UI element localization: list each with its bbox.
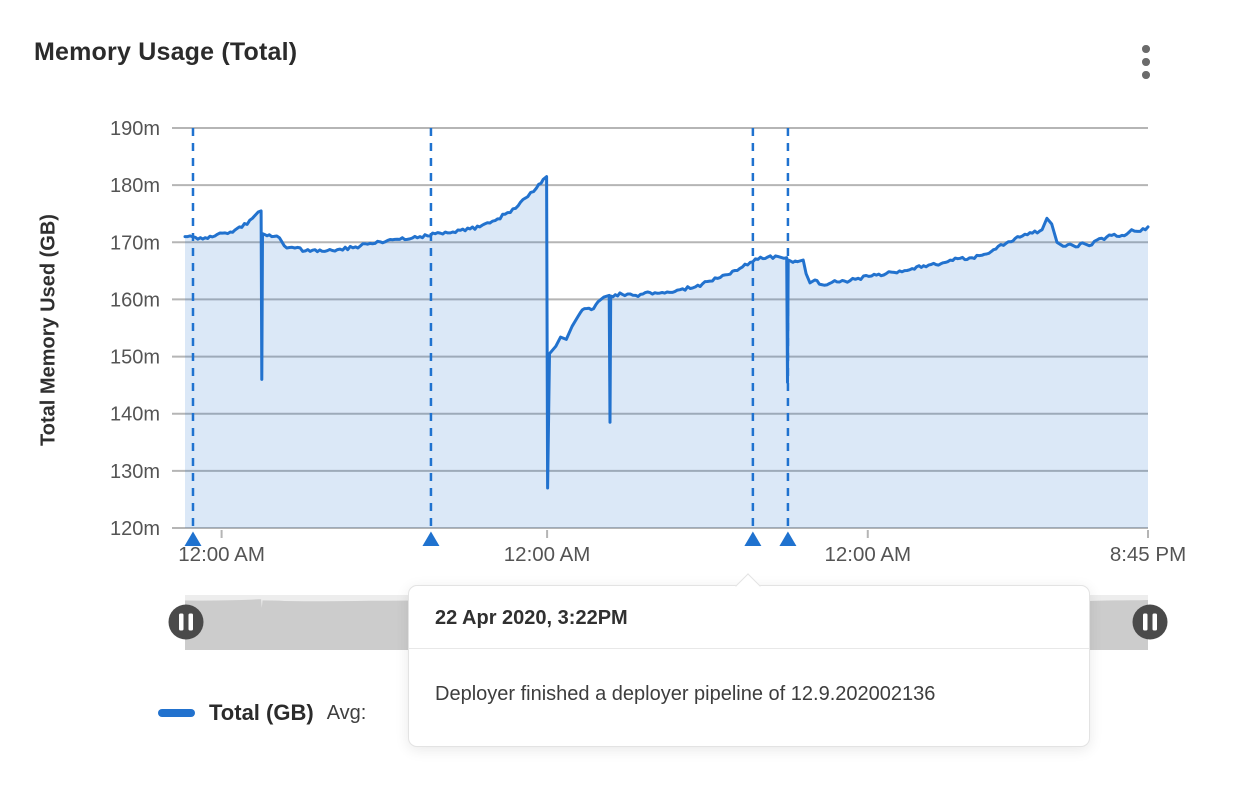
slider-left-handle-grip-icon (179, 613, 184, 631)
slider-right-handle-grip-icon (1143, 613, 1148, 631)
slider-left-handle[interactable] (168, 604, 204, 640)
legend-swatch (158, 709, 195, 717)
y-tick-label: 150m (110, 347, 160, 369)
tooltip-divider (409, 648, 1089, 649)
kebab-menu-icon (1142, 45, 1150, 53)
y-tick-label: 170m (110, 232, 160, 254)
x-tick-label: 12:00 AM (178, 543, 265, 566)
y-tick-label: 140m (110, 404, 160, 426)
deployment-annotation-marker-icon[interactable] (744, 531, 762, 547)
y-tick-label: 180m (110, 175, 160, 197)
x-tick-label: 8:45 PM (1110, 543, 1186, 566)
x-tick-label: 12:00 AM (824, 543, 911, 566)
y-tick-label: 160m (110, 289, 160, 311)
kebab-menu-icon (1142, 58, 1150, 66)
legend-item-total[interactable]: Total (GB) Avg: (158, 697, 366, 729)
chart-title: Memory Usage (Total) (34, 38, 298, 66)
deployment-annotation-marker-icon[interactable] (422, 531, 440, 547)
y-tick-label: 130m (110, 461, 160, 483)
slider-right-handle-grip-icon (1152, 613, 1157, 631)
series-area-total (185, 176, 1148, 528)
legend-avg-label: Avg: (326, 701, 367, 724)
kebab-menu-icon (1142, 71, 1150, 79)
deployment-annotation-marker-icon[interactable] (779, 531, 797, 547)
y-tick-label: 120m (110, 518, 160, 540)
memory-usage-chart[interactable]: 190m 180m 170m 160m 150m 140m 130m 120m 12:00 AM… (0, 0, 1244, 660)
legend-series-label: Total (GB) (209, 700, 314, 725)
x-tick-label: 12:00 AM (504, 543, 591, 566)
tooltip-date: 22 Apr 2020, 3:22PM (435, 607, 628, 629)
deployment-annotation-marker-icon[interactable] (184, 531, 202, 547)
annotation-tooltip: 22 Apr 2020, 3:22PM Deployer finished a … (408, 573, 1090, 747)
tooltip-message: Deployer finished a deployer pipeline of… (435, 683, 936, 705)
more-options-button[interactable] (1132, 40, 1160, 84)
slider-left-handle-grip-icon (188, 613, 193, 631)
y-tick-label: 190m (110, 118, 160, 140)
series-line-total[interactable] (183, 175, 1150, 490)
slider-right-handle[interactable] (1132, 604, 1168, 640)
